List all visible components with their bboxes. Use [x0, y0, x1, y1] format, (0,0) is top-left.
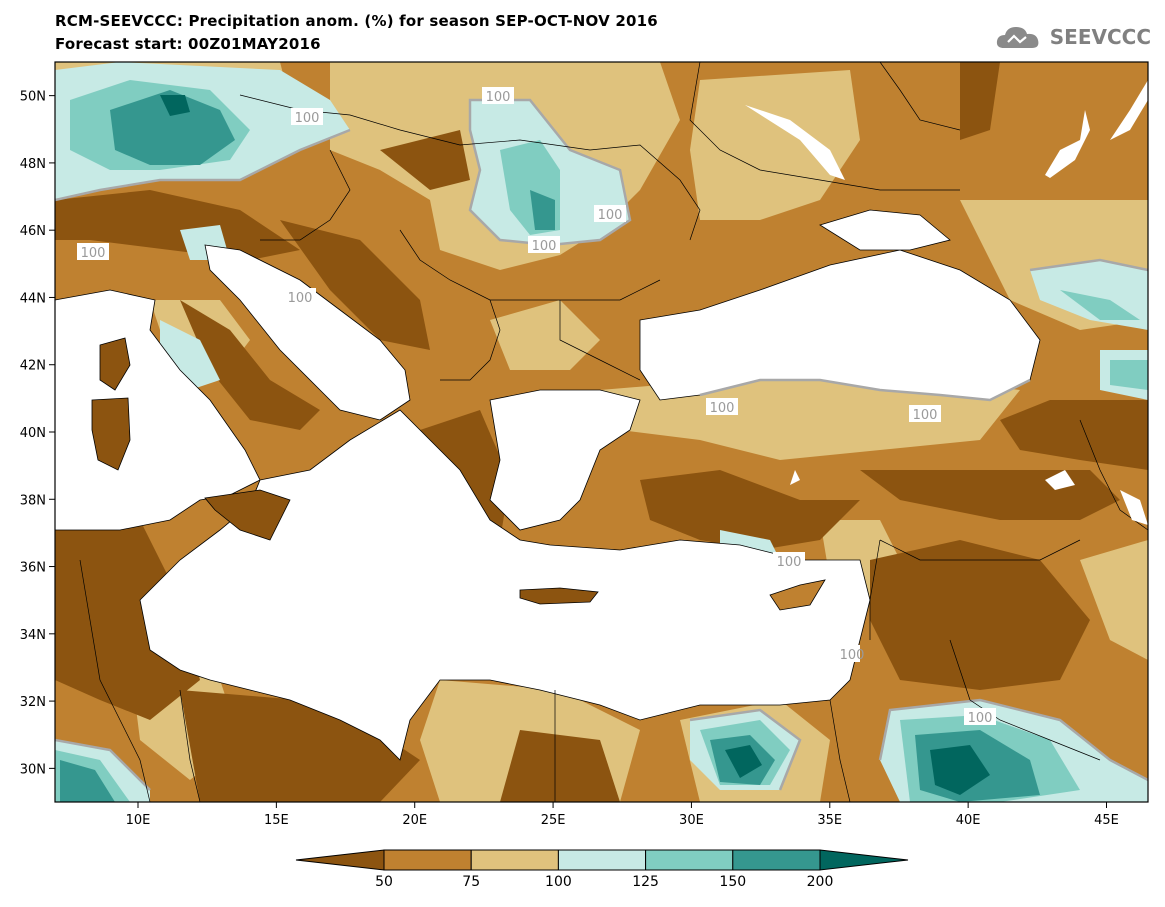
svg-text:100: 100: [288, 291, 313, 306]
contour-label: 100: [706, 398, 738, 416]
x-tick-label: 25E: [541, 813, 566, 828]
country-borders: [79, 62, 1148, 802]
svg-text:100: 100: [968, 711, 993, 726]
svg-text:100: 100: [598, 208, 623, 223]
x-tick-label: 40E: [956, 813, 981, 828]
map-title: RCM-SEEVCCC: Precipitation anom. (%) for…: [55, 12, 658, 30]
x-tick-label: 30E: [679, 813, 704, 828]
contour-label: 100: [964, 708, 996, 726]
y-tick-label: 42N: [20, 359, 46, 374]
x-tick-label: 45E: [1094, 813, 1119, 828]
logo-text: SEEVCCC: [1049, 25, 1151, 49]
islands: [91, 337, 826, 611]
svg-text:100: 100: [81, 246, 106, 261]
cloud-icon: [996, 27, 1039, 48]
class-lt-50-zones: [55, 62, 1148, 802]
svg-text:100: 100: [710, 401, 735, 416]
colorbar-low-triangle: [295, 849, 385, 871]
colorbar-label: 50: [375, 874, 393, 890]
svg-text:100: 100: [777, 555, 802, 570]
y-tick-label: 46N: [20, 224, 46, 239]
contour-label: 100: [291, 108, 323, 126]
colorbar-swatch: [645, 849, 734, 871]
y-tick-label: 30N: [20, 762, 46, 777]
contour-label: 100: [77, 243, 109, 261]
x-tick-label: 10E: [126, 813, 151, 828]
colorbar-label: 125: [632, 874, 659, 890]
colorbar: 50 75 100 125 150 200: [295, 849, 909, 890]
contour-label: 100: [482, 87, 514, 105]
colorbar-label: 200: [807, 874, 834, 890]
contour-label: 100: [284, 288, 316, 306]
x-axis: 10E 15E 20E 25E 30E 35E 40E 45E: [126, 802, 1119, 828]
colorbar-label: 75: [462, 874, 480, 890]
forecast-start-label: Forecast start: 00Z01MAY2016: [55, 35, 321, 53]
contour-labels: 100 100 100 100 100 100 100 100 100 100 …: [77, 87, 996, 726]
colorbar-swatch: [557, 849, 647, 871]
y-tick-label: 38N: [20, 493, 46, 508]
y-tick-label: 36N: [20, 561, 46, 576]
contour-label: 100: [594, 205, 626, 223]
colorbar-label: 150: [719, 874, 746, 890]
x-tick-label: 20E: [402, 813, 427, 828]
svg-text:100: 100: [913, 408, 938, 423]
missing-data-patches: [745, 80, 1148, 525]
colorbar-swatch: [383, 849, 472, 871]
colorbar-label: 100: [545, 874, 572, 890]
class-gt-200-zones: [160, 95, 990, 795]
svg-text:100: 100: [532, 239, 557, 254]
x-tick-label: 35E: [817, 813, 842, 828]
colorbar-high-triangle: [819, 849, 909, 871]
contour-label: 100: [840, 645, 865, 663]
map-field: [55, 62, 1148, 802]
contour-label: 100: [528, 236, 560, 254]
contour-100-lines: [55, 98, 1148, 791]
svg-text:100: 100: [840, 648, 865, 663]
colorbar-swatch: [732, 849, 821, 871]
seevccc-logo: SEEVCCC: [994, 22, 1151, 52]
y-tick-label: 44N: [20, 291, 46, 306]
y-tick-label: 34N: [20, 628, 46, 643]
svg-text:100: 100: [486, 90, 511, 105]
contour-label: 100: [773, 552, 805, 570]
x-tick-label: 15E: [264, 813, 289, 828]
colorbar-swatch: [470, 849, 559, 871]
y-tick-label: 40N: [20, 426, 46, 441]
svg-text:100: 100: [295, 111, 320, 126]
contour-label: 100: [909, 405, 941, 423]
y-axis: 50N 48N 46N 44N 42N 40N 38N 36N 34N 32N 30N: [20, 90, 55, 777]
y-tick-label: 50N: [20, 90, 46, 105]
y-tick-label: 32N: [20, 695, 46, 710]
y-tick-label: 48N: [20, 157, 46, 172]
